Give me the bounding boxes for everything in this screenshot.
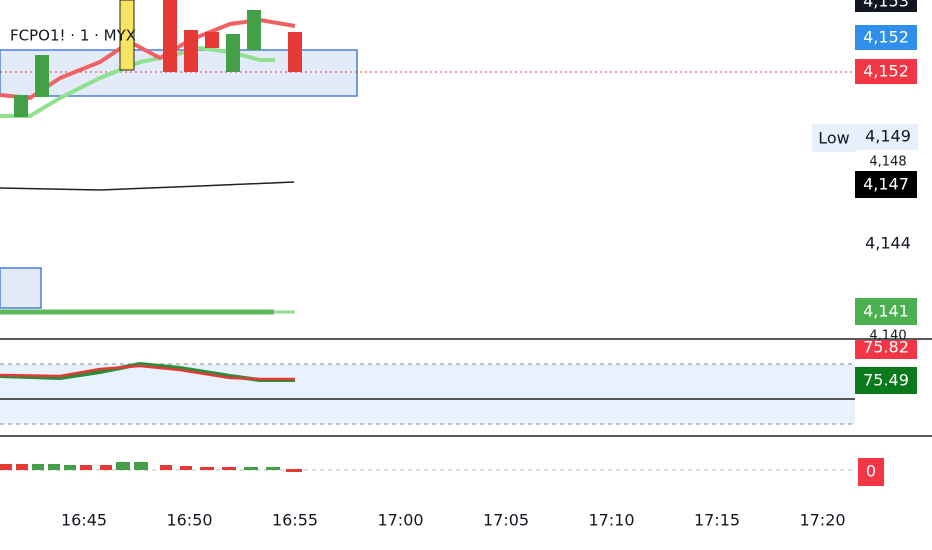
time-label: 17:15 xyxy=(694,511,740,530)
hist-bar xyxy=(160,465,172,470)
price-label: 4,153 xyxy=(863,0,909,11)
price-label-box xyxy=(855,0,917,12)
candle xyxy=(119,0,135,71)
price-label: 4,140 xyxy=(869,329,906,344)
oscillator-band xyxy=(0,364,855,424)
hist-bar xyxy=(180,466,192,470)
time-label: 16:55 xyxy=(272,511,318,530)
hist-bar xyxy=(222,467,236,470)
candle xyxy=(226,34,240,72)
candle xyxy=(163,0,177,72)
hist-bar xyxy=(32,464,44,470)
candles xyxy=(14,0,302,117)
osc-label-box xyxy=(855,340,917,359)
candle xyxy=(247,10,261,50)
time-label: 17:10 xyxy=(588,511,634,530)
tag-label: Low xyxy=(818,129,850,148)
hist-bar xyxy=(200,467,214,470)
price-label: 4,149 xyxy=(865,127,911,146)
price-label-box xyxy=(855,171,917,198)
hist-bar xyxy=(134,462,148,470)
hist-bar xyxy=(64,465,76,470)
hist-bar xyxy=(80,465,92,470)
tag-box xyxy=(812,124,856,152)
volume-label: 0 xyxy=(866,462,876,481)
price-label: 4,147 xyxy=(863,175,909,194)
candle xyxy=(14,95,28,117)
band-line xyxy=(0,45,275,118)
histogram xyxy=(0,462,302,472)
price-label-box xyxy=(855,25,917,50)
price-label: 4,144 xyxy=(865,234,911,253)
candle xyxy=(184,30,198,72)
range-box xyxy=(0,49,358,97)
time-label: 17:20 xyxy=(799,511,845,530)
hist-bar xyxy=(116,462,130,470)
time-label: 16:50 xyxy=(166,511,212,530)
osc-label: 75.82 xyxy=(863,338,909,357)
range-box xyxy=(0,267,42,309)
hist-bar xyxy=(244,467,258,470)
ma-line xyxy=(0,181,295,191)
candle xyxy=(288,32,302,72)
price-label-box xyxy=(856,124,918,150)
hist-bar xyxy=(48,464,60,470)
time-label: 16:45 xyxy=(61,511,107,530)
time-axis: 16:45 16:50 16:55 17:00 17:05 17:10 17:15 17:20 xyxy=(61,511,846,530)
hist-bar xyxy=(266,467,280,470)
price-label: 4,152 xyxy=(863,62,909,81)
price-label: 4,148 xyxy=(869,155,906,170)
time-label: 17:00 xyxy=(377,511,423,530)
time-label: 17:05 xyxy=(483,511,529,530)
price-label: 4,141 xyxy=(863,302,909,321)
hist-bar xyxy=(286,469,302,472)
candle xyxy=(35,55,49,97)
price-label-box xyxy=(855,298,917,325)
hist-bar xyxy=(16,464,28,470)
price-label-box xyxy=(855,59,917,84)
hist-bar xyxy=(100,465,112,470)
price-label: 4,152 xyxy=(863,28,909,47)
osc-label: 75.49 xyxy=(863,371,909,390)
oscillator-line xyxy=(0,364,295,381)
osc-label-box xyxy=(855,367,917,394)
volume-label-box xyxy=(858,458,884,486)
hist-bar xyxy=(0,464,12,470)
candle xyxy=(205,32,219,48)
symbol-label: FCPO1! · 1 · MYX xyxy=(10,27,136,45)
